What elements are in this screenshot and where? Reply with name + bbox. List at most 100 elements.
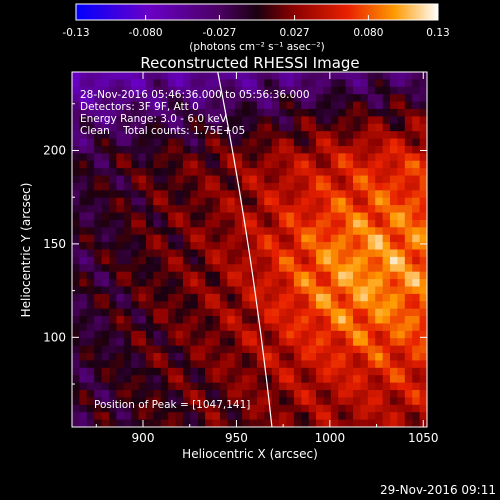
heatmap-cell <box>419 138 427 147</box>
chart-title: Reconstructed RHESSI Image <box>140 54 359 72</box>
heatmap-cell <box>360 197 369 206</box>
heatmap-cell <box>242 419 251 427</box>
heatmap-cell <box>131 212 140 221</box>
heatmap-cell <box>286 131 295 140</box>
heatmap-cell <box>316 182 325 191</box>
heatmap-cell <box>308 242 317 251</box>
heatmap-cell <box>330 108 339 117</box>
heatmap-cell <box>279 330 288 339</box>
heatmap-cell <box>301 256 310 265</box>
heatmap-cell <box>168 108 177 117</box>
heatmap-cell <box>242 94 251 103</box>
heatmap-cell <box>190 131 199 140</box>
heatmap-cell <box>168 360 177 369</box>
heatmap-cell <box>116 404 125 413</box>
heatmap-cell <box>330 94 339 103</box>
heatmap-cell <box>360 205 369 214</box>
heatmap-cell <box>345 264 354 273</box>
heatmap-cell <box>153 397 162 406</box>
heatmap-cell <box>86 94 95 103</box>
heatmap-cell <box>404 286 413 295</box>
heatmap-cell <box>153 160 162 169</box>
heatmap-cell <box>308 390 317 399</box>
heatmap-cell <box>271 160 280 169</box>
heatmap-cell <box>175 330 184 339</box>
heatmap-cell <box>404 338 413 347</box>
heatmap-cell <box>108 397 117 406</box>
heatmap-cell <box>145 138 154 147</box>
heatmap-cell <box>286 367 295 376</box>
heatmap-cell <box>264 264 273 273</box>
heatmap-cell <box>338 138 347 147</box>
heatmap-cell <box>242 286 251 295</box>
heatmap-cell <box>234 197 243 206</box>
heatmap-cell <box>123 205 132 214</box>
heatmap-cell <box>86 145 95 154</box>
heatmap-cell <box>338 264 347 273</box>
heatmap-cell <box>123 419 132 427</box>
heatmap-cell <box>382 138 391 147</box>
heatmap-cell <box>182 279 191 288</box>
heatmap-cell <box>168 323 177 332</box>
heatmap-cell <box>360 286 369 295</box>
heatmap-cell <box>94 153 103 162</box>
heatmap-cell <box>145 256 154 265</box>
heatmap-cell <box>353 249 362 258</box>
heatmap-cell <box>397 279 406 288</box>
heatmap-cell <box>375 72 384 80</box>
heatmap-cell <box>86 190 95 199</box>
heatmap-cell <box>205 94 214 103</box>
heatmap-cell <box>323 212 332 221</box>
heatmap-cell <box>197 160 206 169</box>
heatmap-cell <box>242 116 251 125</box>
heatmap-cell <box>338 160 347 169</box>
heatmap-cell <box>153 360 162 369</box>
heatmap-cell <box>345 404 354 413</box>
heatmap-cell <box>249 323 258 332</box>
heatmap-cell <box>271 145 280 154</box>
heatmap-cell <box>175 145 184 154</box>
heatmap-cell <box>168 138 177 147</box>
heatmap-cell <box>72 412 80 421</box>
heatmap-cell <box>94 301 103 310</box>
heatmap-cell <box>256 123 265 132</box>
heatmap-cell <box>153 182 162 191</box>
heatmap-cell <box>212 219 221 228</box>
heatmap-cell <box>375 108 384 117</box>
heatmap-cell <box>367 86 376 95</box>
heatmap-cell <box>182 138 191 147</box>
heatmap-cell <box>72 375 80 384</box>
heatmap-cell <box>168 190 177 199</box>
heatmap-cell <box>404 86 413 95</box>
heatmap-cell <box>323 138 332 147</box>
heatmap-cell <box>404 330 413 339</box>
heatmap-cell <box>256 175 265 184</box>
heatmap-cell <box>138 330 147 339</box>
heatmap-cell <box>182 404 191 413</box>
heatmap-cell <box>249 197 258 206</box>
heatmap-cell <box>293 412 302 421</box>
heatmap-cell <box>338 175 347 184</box>
heatmap-cell <box>242 212 251 221</box>
colorbar-tick-label: 0.080 <box>353 27 383 39</box>
heatmap-cell <box>175 101 184 110</box>
heatmap-cell <box>182 316 191 325</box>
heatmap-cell <box>419 197 427 206</box>
heatmap-cell <box>293 182 302 191</box>
heatmap-cell <box>242 301 251 310</box>
heatmap-cell <box>353 293 362 302</box>
heatmap-cell <box>419 286 427 295</box>
heatmap-cell <box>301 145 310 154</box>
heatmap-cell <box>153 353 162 362</box>
heatmap-cell <box>205 390 214 399</box>
heatmap-cell <box>419 175 427 184</box>
heatmap-cell <box>79 419 88 427</box>
heatmap-cell <box>419 293 427 302</box>
heatmap-cell <box>79 227 88 236</box>
heatmap-cell <box>360 271 369 280</box>
heatmap-cell <box>131 145 140 154</box>
heatmap-cell <box>375 182 384 191</box>
heatmap-cell <box>338 145 347 154</box>
heatmap-cell <box>116 419 125 427</box>
heatmap-cell <box>264 286 273 295</box>
